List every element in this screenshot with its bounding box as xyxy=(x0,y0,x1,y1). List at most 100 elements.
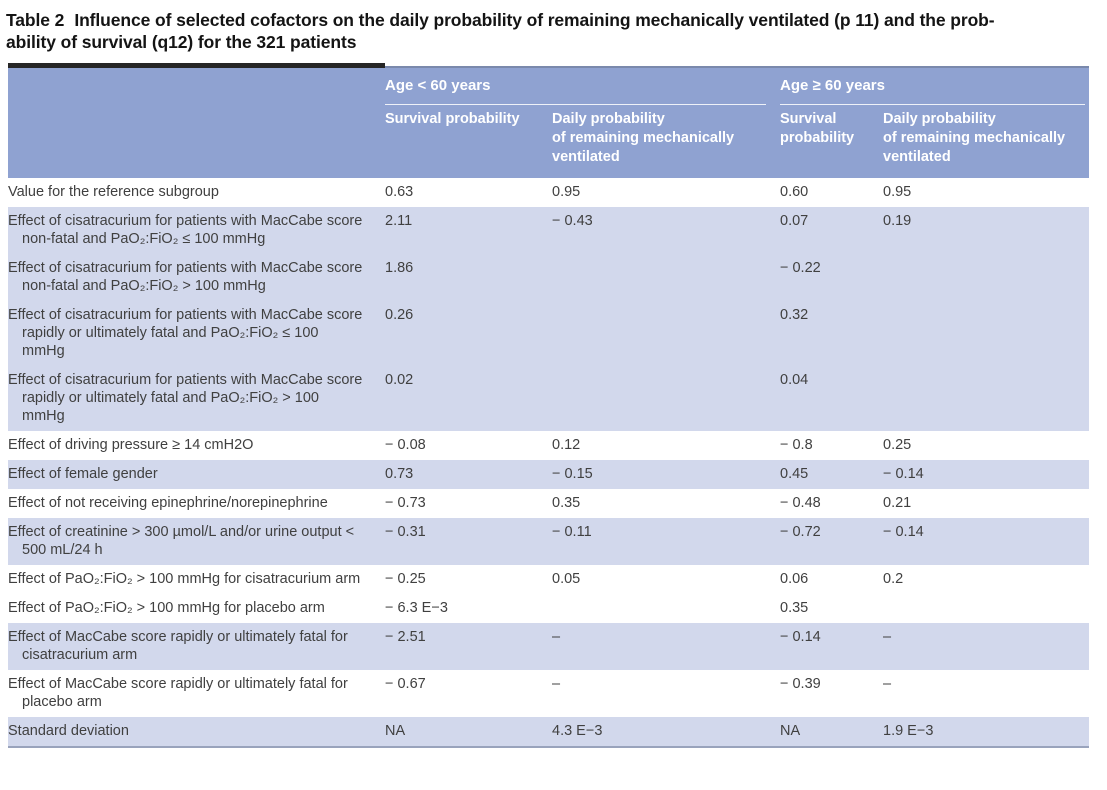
row-label: Effect of not receiving epinephrine/nore… xyxy=(8,495,328,511)
cell-survival-lt60: − 0.25 xyxy=(385,571,426,587)
caption-text-1: Influence of selected cofactors on the d… xyxy=(74,10,995,30)
table-row: Effect of PaO₂:FiO₂ > 100 mmHg for place… xyxy=(8,594,1089,623)
row-label: Effect of driving pressure ≥ 14 cmH2O xyxy=(8,437,254,453)
cell-daily-lt60: 0.12 xyxy=(552,437,581,453)
cell-daily-ge60: 0.2 xyxy=(883,571,904,587)
row-label: Effect of cisatracurium for patients wit… xyxy=(8,260,363,294)
table-row: Effect of creatinine > 300 µmol/L and/or… xyxy=(8,518,1089,565)
table-row: Effect of not receiving epinephrine/nore… xyxy=(8,489,1089,518)
table-row: Value for the reference subgroup 0.63 0.95… xyxy=(8,178,1089,207)
cell-daily-lt60: 4.3 E−3 xyxy=(552,723,603,739)
cell-survival-lt60: 0.26 xyxy=(385,307,414,323)
cell-daily-lt60: − 0.11 xyxy=(552,524,592,540)
table-header: Age < 60 years Age ≥ 60 years Survival p… xyxy=(8,68,1089,178)
cell-survival-ge60: − 0.22 xyxy=(780,260,821,276)
caption-line-2: ability of survival (q12) for the 321 pa… xyxy=(6,31,357,52)
cell-survival-lt60: − 0.08 xyxy=(385,437,426,453)
table-number-label: Table 2 xyxy=(6,10,65,30)
cell-daily-lt60: – xyxy=(552,629,561,645)
cell-daily-ge60: 0.21 xyxy=(883,495,912,511)
table-row: Effect of cisatracurium for patients wit… xyxy=(8,366,1089,431)
cell-survival-ge60: − 0.72 xyxy=(780,524,821,540)
cell-survival-ge60: − 0.14 xyxy=(780,629,821,645)
col-header-daily-lt60: Daily probability of remaining mechanica… xyxy=(552,111,735,165)
cell-survival-ge60: − 0.48 xyxy=(780,495,821,511)
cell-daily-ge60: – xyxy=(883,676,892,692)
col-group-age-under-60-label: Age < 60 years xyxy=(385,77,766,105)
table-caption: Table 2 Influence of selected cofactors o… xyxy=(0,0,1107,59)
cell-daily-lt60 xyxy=(552,254,780,301)
cell-daily-lt60: 0.95 xyxy=(552,184,581,200)
row-label: Effect of PaO₂:FiO₂ > 100 mmHg for place… xyxy=(8,600,325,616)
cell-daily-ge60 xyxy=(883,254,1089,301)
cell-daily-lt60: – xyxy=(552,676,561,692)
top-rule-black xyxy=(8,63,385,68)
sub-header-row: Survival probability Daily probability o… xyxy=(8,105,1089,178)
cell-daily-ge60: − 0.14 xyxy=(883,466,924,482)
cell-survival-lt60: 0.73 xyxy=(385,466,414,482)
col-group-age-60-plus-label: Age ≥ 60 years xyxy=(780,77,1085,105)
cell-survival-lt60: NA xyxy=(385,723,406,739)
col-group-age-under-60: Age < 60 years xyxy=(385,68,766,105)
col-header-survival-lt60: Survival probability xyxy=(385,111,520,127)
cell-daily-ge60: − 0.14 xyxy=(883,524,924,540)
cell-survival-lt60: − 0.67 xyxy=(385,676,426,692)
cell-survival-lt60: − 0.31 xyxy=(385,524,426,540)
cell-survival-lt60: 1.86 xyxy=(385,260,414,276)
cell-daily-ge60: 1.9 E−3 xyxy=(883,723,934,739)
row-label: Effect of cisatracurium for patients wit… xyxy=(8,372,363,424)
row-label: Effect of MacCabe score rapidly or ultim… xyxy=(8,629,348,663)
cell-survival-lt60: − 2.51 xyxy=(385,629,426,645)
stub-header-cell xyxy=(8,68,385,105)
cell-daily-ge60: – xyxy=(883,629,892,645)
cell-daily-lt60: 0.35 xyxy=(552,495,581,511)
group-header-row: Age < 60 years Age ≥ 60 years xyxy=(8,68,1089,105)
cell-daily-lt60 xyxy=(552,301,780,366)
col-header-survival-ge60: Survival probability xyxy=(780,111,855,146)
cell-survival-ge60: 0.04 xyxy=(780,372,809,388)
row-label: Effect of female gender xyxy=(8,466,158,482)
top-rule-thin xyxy=(385,66,1089,68)
cell-survival-ge60: 0.32 xyxy=(780,307,809,323)
cell-survival-ge60: NA xyxy=(780,723,801,739)
cell-survival-ge60: − 0.39 xyxy=(780,676,821,692)
cell-survival-ge60: 0.35 xyxy=(780,600,809,616)
cell-survival-lt60: − 6.3 E−3 xyxy=(385,600,448,616)
row-label: Effect of MacCabe score rapidly or ultim… xyxy=(8,676,348,710)
row-label: Value for the reference subgroup xyxy=(8,184,219,200)
table-row: Effect of cisatracurium for patients wit… xyxy=(8,301,1089,366)
cell-daily-lt60 xyxy=(552,594,780,623)
row-label: Effect of cisatracurium for patients wit… xyxy=(8,213,363,247)
stub-subheader-cell xyxy=(8,105,385,178)
row-label: Effect of creatinine > 300 µmol/L and/or… xyxy=(8,524,355,558)
cell-survival-lt60: − 0.73 xyxy=(385,495,426,511)
top-rules xyxy=(8,63,1089,68)
cell-survival-lt60: 0.63 xyxy=(385,184,414,200)
cell-survival-ge60: 0.06 xyxy=(780,571,809,587)
table-row: Effect of driving pressure ≥ 14 cmH2O − 0… xyxy=(8,431,1089,460)
cell-daily-ge60 xyxy=(883,366,1089,431)
cell-daily-lt60: 0.05 xyxy=(552,571,581,587)
results-table: Age < 60 years Age ≥ 60 years Survival p… xyxy=(8,63,1089,748)
cell-daily-ge60 xyxy=(883,301,1089,366)
table-row: Effect of cisatracurium for patients wit… xyxy=(8,207,1089,254)
row-label: Standard deviation xyxy=(8,723,129,739)
cell-survival-ge60: 0.45 xyxy=(780,466,809,482)
row-label: Effect of cisatracurium for patients wit… xyxy=(8,307,363,359)
table-row: Effect of MacCabe score rapidly or ultim… xyxy=(8,623,1089,670)
table-row: Effect of female gender 0.73 − 0.15 0.45 − 0… xyxy=(8,460,1089,489)
cell-survival-ge60: − 0.8 xyxy=(780,437,813,453)
table-row: Effect of MacCabe score rapidly or ultim… xyxy=(8,670,1089,717)
table-row: Standard deviation NA 4.3 E−3 NA 1.9 E−3 xyxy=(8,717,1089,746)
caption-line-1: Table 2 Influence of selected cofactors o… xyxy=(6,10,1099,32)
row-label: Effect of PaO₂:FiO₂ > 100 mmHg for cisat… xyxy=(8,571,361,587)
cell-survival-lt60: 0.02 xyxy=(385,372,414,388)
cell-survival-lt60: 2.11 xyxy=(385,213,413,229)
table-row: Effect of PaO₂:FiO₂ > 100 mmHg for cisat… xyxy=(8,565,1089,594)
cell-daily-ge60: 0.95 xyxy=(883,184,912,200)
cell-daily-lt60: − 0.43 xyxy=(552,213,593,229)
cell-survival-ge60: 0.07 xyxy=(780,213,809,229)
col-header-daily-ge60: Daily probability of remaining mechanica… xyxy=(883,111,1066,165)
cell-daily-ge60: 0.25 xyxy=(883,437,912,453)
